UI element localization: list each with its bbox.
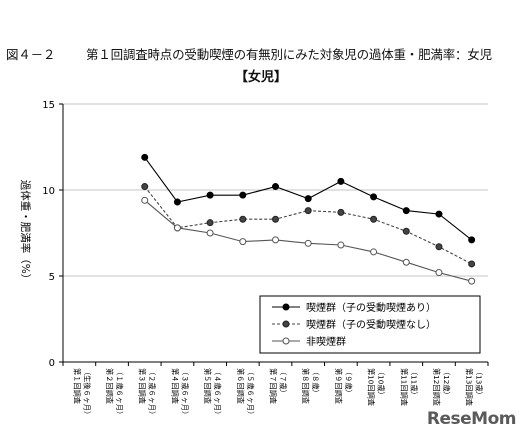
data-point-series-1 [239, 191, 247, 199]
title-text: 第１回調査時点の受動喫煙の有無別にみた対象児の過体重・肥満率：女児 [86, 47, 492, 62]
x-tick-label: 第６回調査 （５歳６ヶ月） [236, 368, 255, 418]
x-tick-label-line1: 第９回調査 [334, 368, 343, 404]
data-point-series-2 [141, 183, 149, 191]
x-tick-label: 第12回調査 （12歳） [432, 368, 451, 406]
x-tick-label-line1: 第２回調査 [105, 368, 114, 404]
data-point-series-3 [370, 248, 378, 256]
x-tick-label: 第13回調査 （13歳） [465, 368, 484, 406]
data-point-series-2 [239, 215, 247, 223]
x-tick-label-line1: 第13回調査 [465, 368, 474, 406]
data-point-series-3 [173, 224, 181, 232]
x-tick-label: 第10回調査 （10歳） [367, 368, 386, 406]
data-point-series-3 [206, 229, 214, 237]
x-tick-label-line2: （３歳６ヶ月） [180, 368, 189, 418]
x-tick-label-line2: （８歳） [311, 368, 320, 397]
x-tick-label: 第２回調査 （１歳６ヶ月） [105, 368, 124, 418]
legend: 喫煙群（子の受動喫煙あり） 喫煙群（子の受動喫煙なし） 非喫煙群 [259, 295, 481, 354]
watermark-logo: ReseMom [426, 409, 517, 429]
figure-number: 図４－２ [6, 47, 56, 62]
legend-label-1: 喫煙群（子の受動喫煙あり） [306, 301, 436, 314]
y-tick-label: 0 [49, 358, 55, 369]
legend-marker-1 [282, 303, 290, 311]
x-tick-label-line2: （11歳） [409, 368, 418, 399]
data-point-series-2 [402, 227, 410, 235]
legend-box [259, 295, 481, 354]
legend-label-2: 喫煙群（子の受動喫煙なし） [306, 318, 436, 331]
x-tick-label: 第５回調査 （４歳６ヶ月） [203, 368, 222, 418]
y-tick-label: 10 [42, 186, 55, 197]
x-tick-label-line1: 第12回調査 [432, 368, 441, 406]
x-tick-label-line1: 第６回調査 [236, 368, 245, 404]
x-tick-label-line2: （10歳） [377, 368, 386, 399]
x-tick-label: 第１回調査 （生後６ヶ月） [72, 368, 91, 418]
x-tick-label-line1: 第５回調査 [203, 368, 212, 404]
data-point-series-3 [141, 196, 149, 204]
data-point-series-3 [468, 277, 476, 285]
data-point-series-2 [206, 219, 214, 227]
data-point-series-1 [402, 207, 410, 215]
data-point-series-1 [435, 210, 443, 218]
x-tick-label: 第４回調査 （３歳６ヶ月） [170, 368, 189, 418]
data-point-series-3 [337, 241, 345, 249]
legend-label-3: 非喫煙群 [306, 335, 346, 348]
data-point-series-1 [141, 153, 149, 161]
x-tick-label-line1: 第10回調査 [367, 368, 376, 406]
data-point-series-2 [337, 208, 345, 216]
data-point-series-1 [206, 191, 214, 199]
data-point-series-3 [402, 258, 410, 266]
x-tick-label-line2: （４歳６ヶ月） [213, 368, 222, 418]
x-tick-label-line1: 第４回調査 [170, 368, 179, 404]
data-point-series-1 [370, 193, 378, 201]
x-tick-label-line2: （７歳） [279, 368, 288, 397]
data-point-series-3 [435, 269, 443, 277]
x-tick-label-line2: （１歳６ヶ月） [115, 368, 124, 418]
x-tick-label-line1: 第７回調査 [269, 368, 278, 404]
legend-marker-2 [282, 320, 290, 328]
data-point-series-2 [435, 243, 443, 251]
y-axis-label: 過体重・肥満率（%） [19, 180, 32, 284]
x-tick-label-line2: （２歳６ヶ月） [148, 368, 157, 418]
data-point-series-3 [239, 238, 247, 246]
data-point-series-2 [468, 260, 476, 268]
x-tick-label-line2: （５歳６ヶ月） [246, 368, 255, 418]
x-tick-label: 第９回調査 （９歳） [334, 368, 353, 404]
data-point-series-1 [468, 236, 476, 244]
data-point-series-3 [272, 236, 279, 244]
data-point-series-2 [304, 207, 312, 215]
x-tick-label-line2: （９歳） [344, 368, 353, 397]
data-point-series-2 [272, 215, 279, 223]
data-point-series-1 [337, 177, 345, 185]
data-point-series-2 [370, 215, 378, 223]
x-tick-label-line1: 第１回調査 [72, 368, 81, 404]
legend-marker-3 [282, 337, 290, 345]
x-tick-label-line1: 第11回調査 [399, 368, 408, 406]
chart-subtitle: 【女児】 [234, 70, 287, 85]
x-tick-label: 第３回調査 （２歳６ヶ月） [138, 368, 157, 418]
y-tick-label: 15 [42, 100, 55, 111]
x-tick-label: 第７回調査 （７歳） [269, 368, 288, 404]
x-tick-label: 第11回調査 （11歳） [399, 368, 418, 406]
data-point-series-1 [173, 198, 181, 206]
x-tick-label-line2: （生後６ヶ月） [82, 368, 91, 418]
data-point-series-1 [304, 195, 312, 203]
x-tick-label-line1: 第３回調査 [138, 368, 147, 404]
x-tick-label-line2: （13歳） [475, 368, 484, 399]
x-tick-label-line1: 第８回調査 [301, 368, 310, 404]
data-point-series-1 [272, 183, 279, 191]
x-tick-label: 第８回調査 （８歳） [301, 368, 320, 404]
data-point-series-3 [304, 239, 312, 247]
y-tick-label: 5 [49, 272, 55, 283]
x-tick-label-line2: （12歳） [442, 368, 451, 399]
